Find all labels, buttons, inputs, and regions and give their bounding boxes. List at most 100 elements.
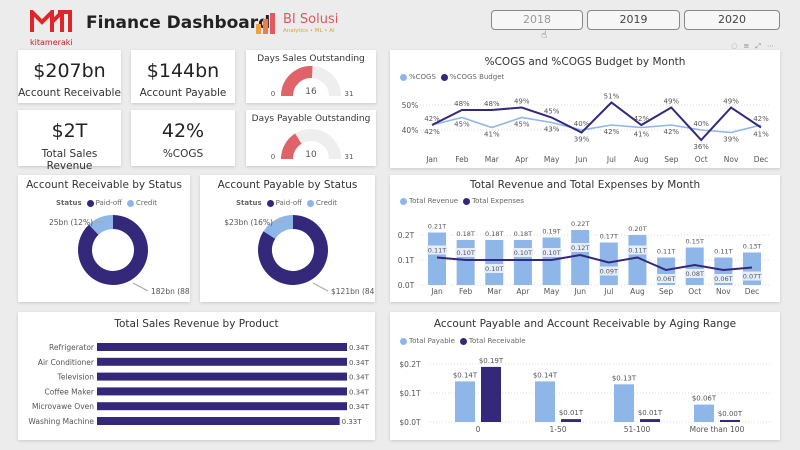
x-tick-label: Aug bbox=[634, 155, 649, 164]
chart-title: Account Receivable by Status bbox=[26, 179, 182, 191]
expenses-data-label: 0.07T bbox=[743, 273, 761, 281]
legend-label: %COGS bbox=[409, 73, 436, 81]
product-bar bbox=[97, 343, 347, 351]
more-options-icon[interactable]: ⋯ bbox=[767, 42, 774, 50]
legend-label: Total Expenses bbox=[472, 197, 524, 205]
data-label: 40% bbox=[693, 120, 709, 128]
legend-item-paid-off[interactable]: Paid-off bbox=[86, 199, 122, 207]
donut-data-label: 25bn (12%) bbox=[49, 218, 93, 227]
expense-label-bg bbox=[656, 274, 677, 283]
x-tick-label: Jun bbox=[575, 155, 588, 164]
year-2020-button[interactable]: 2020 bbox=[684, 10, 780, 30]
revenue-bar bbox=[599, 242, 618, 285]
cogs-chart-card[interactable]: %COGS and %COGS Budget by Month ◌ ≡ ⤢ ⋯ %CO… bbox=[390, 42, 780, 168]
receivable-bar bbox=[720, 420, 740, 422]
payable-bar bbox=[694, 404, 714, 422]
data-label: 0.34T bbox=[349, 388, 370, 396]
legend-dot bbox=[306, 199, 314, 207]
revenue-data-label: 0.18T bbox=[485, 230, 503, 238]
revenue-data-label: 0.19T bbox=[542, 228, 560, 236]
pin-icon[interactable]: ◌ bbox=[731, 42, 738, 50]
data-label: 41% bbox=[753, 131, 769, 139]
category-label: Television bbox=[57, 373, 95, 382]
legend-dot bbox=[440, 73, 448, 81]
expense-label-bg bbox=[570, 243, 591, 252]
year-2019-button[interactable]: 2019 bbox=[587, 10, 680, 30]
legend-item-total-receivable[interactable]: Total Receivable bbox=[459, 337, 526, 345]
revenue-data-label: 0.11T bbox=[657, 248, 675, 256]
expense-label-bg bbox=[484, 264, 505, 273]
data-label: 0.34T bbox=[349, 359, 370, 367]
aging-range-card[interactable]: Account Payable and Account Receivable b… bbox=[390, 312, 780, 440]
expense-label-bg bbox=[684, 269, 705, 278]
legend-item-cogs[interactable]: %COGS bbox=[400, 73, 436, 81]
kpi-label: %COGS bbox=[162, 148, 204, 160]
x-tick-label: May bbox=[544, 287, 560, 296]
data-label: 36% bbox=[693, 143, 709, 151]
x-tick-label: Feb bbox=[455, 155, 469, 164]
data-label: 0.34T bbox=[349, 403, 370, 411]
product-revenue-card[interactable]: Total Sales Revenue by Product Refrigera… bbox=[18, 312, 375, 440]
data-label: 42% bbox=[753, 115, 769, 123]
legend-item-credit[interactable]: Credit bbox=[306, 199, 337, 207]
gauge-fill bbox=[281, 133, 302, 160]
kitameraki-logo: kitameraki bbox=[30, 7, 73, 47]
receivable-bar bbox=[481, 366, 501, 422]
x-tick-label: Aug bbox=[630, 287, 645, 296]
payable-bar bbox=[535, 381, 555, 422]
expense-label-bg bbox=[427, 245, 447, 255]
ar-donut-chart: 182bn (88%) 25bn (12%) bbox=[49, 215, 190, 296]
gauge-chart: 0 16 31 bbox=[271, 66, 353, 98]
revenue-data-label: 0.17T bbox=[600, 233, 618, 241]
data-label: 49% bbox=[663, 98, 679, 106]
x-tick-label: Nov bbox=[716, 287, 731, 296]
legend-item-total-payable[interactable]: Total Payable bbox=[400, 337, 455, 345]
revenue-bar bbox=[513, 240, 532, 285]
donut-slice-credit bbox=[88, 215, 114, 236]
gauge-title: Days Payable Outstanding bbox=[251, 114, 371, 124]
data-label: $0.14T bbox=[533, 371, 558, 379]
revenue-bar bbox=[485, 240, 504, 285]
legend-item-paid-off[interactable]: Paid-off bbox=[266, 199, 302, 207]
expense-label-bg bbox=[512, 248, 533, 257]
donut-data-label: $121bn (84%) bbox=[331, 287, 375, 296]
legend-item-total-revenue[interactable]: Total Revenue bbox=[400, 197, 458, 205]
data-label: 0.33T bbox=[342, 418, 363, 426]
kpi-label: Total Sales Revenue bbox=[41, 148, 98, 172]
year-2018-button[interactable]: 2018 bbox=[491, 10, 583, 30]
legend-dot bbox=[400, 73, 407, 81]
legend-dot bbox=[400, 337, 407, 345]
expense-label-bg bbox=[455, 248, 476, 257]
x-tick-label: 0 bbox=[476, 425, 481, 434]
revenue-expenses-card[interactable]: Total Revenue and Total Expenses by Mont… bbox=[390, 175, 780, 302]
ap-status-card[interactable]: Account Payable by Status Status Paid-of… bbox=[200, 175, 375, 302]
donut-data-label: $23bn (16%) bbox=[224, 218, 273, 227]
filter-icon[interactable]: ≡ bbox=[743, 42, 750, 50]
chart-legend: Total Revenue Total Expenses bbox=[400, 197, 524, 205]
y-tick-label: $0.1T bbox=[399, 389, 421, 398]
revenue-data-label: 0.18T bbox=[514, 230, 532, 238]
legend-dot bbox=[126, 199, 134, 207]
expenses-data-label: 0.11T bbox=[428, 247, 446, 255]
revenue-data-label: 0.22T bbox=[571, 220, 589, 228]
donut-slice-credit bbox=[263, 215, 294, 240]
data-label: 48% bbox=[484, 100, 500, 108]
revenue-data-label: 0.13T bbox=[743, 243, 761, 251]
bar-chart-logo-icon bbox=[256, 13, 275, 34]
ar-status-card[interactable]: Account Receivable by Status Status Paid… bbox=[18, 175, 190, 302]
kpi-value: $2T bbox=[51, 120, 88, 142]
data-label: 43% bbox=[544, 126, 560, 134]
expenses-data-label: 0.11T bbox=[628, 247, 646, 255]
y-tick-label: $0.2T bbox=[399, 360, 421, 369]
legend-title: Status bbox=[236, 199, 262, 207]
kpi-cogs: 42% %COGS bbox=[131, 110, 235, 166]
receivable-bar bbox=[640, 419, 660, 422]
data-label: 39% bbox=[723, 136, 739, 144]
legend-item-credit[interactable]: Credit bbox=[126, 199, 157, 207]
legend-item-cogs-budget[interactable]: %COGS Budget bbox=[440, 73, 504, 81]
expenses-data-label: 0.10T bbox=[542, 249, 560, 257]
x-tick-label: Mar bbox=[485, 155, 500, 164]
kitameraki-logo-mark bbox=[30, 7, 72, 32]
legend-item-total-expenses[interactable]: Total Expenses bbox=[463, 197, 524, 205]
focus-mode-icon[interactable]: ⤢ bbox=[755, 42, 761, 50]
